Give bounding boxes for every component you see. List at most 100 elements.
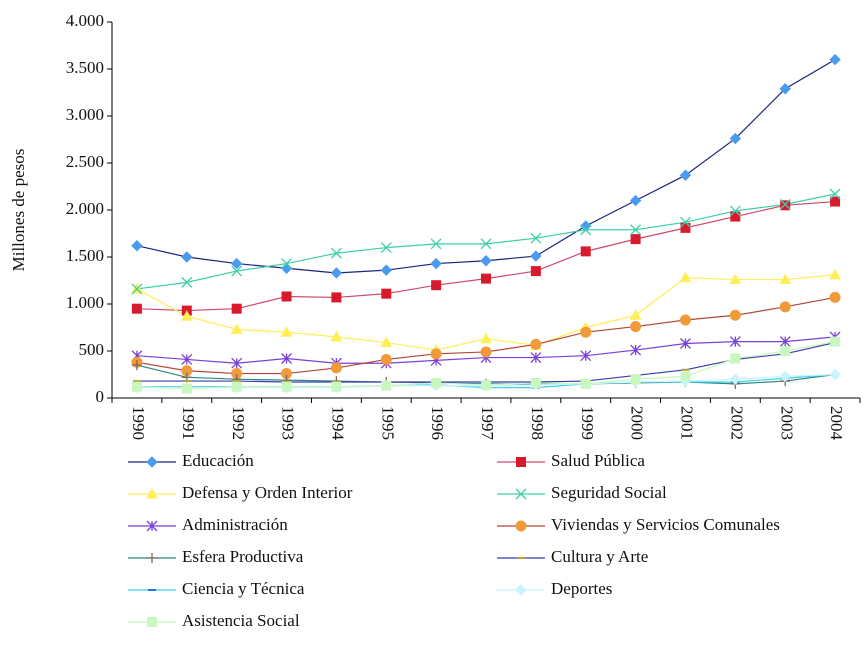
data-point [431,377,442,388]
data-point [481,379,491,390]
data-point [430,348,442,360]
x-tick-label: 2001 [678,406,697,440]
x-tick-label: 1992 [229,406,248,440]
data-point [430,238,442,250]
data-point [780,346,791,356]
data-point [231,381,242,392]
data-point [729,336,741,348]
data-point [630,374,641,385]
data-point [780,200,791,211]
data-point [530,377,541,388]
data-point [181,251,193,263]
data-point [380,336,393,348]
data-point [829,368,841,381]
data-point [231,357,243,369]
legend-label: Administración [182,515,288,534]
data-point [131,283,143,295]
legend-label: Defensa y Orden Interior [182,483,353,502]
data-point [330,330,343,342]
data-point [730,211,741,222]
data-point [629,194,642,207]
legend-marker [515,520,527,532]
legend-label: Deportes [551,579,612,598]
data-point [231,265,243,277]
data-point [380,242,392,254]
data-point [580,326,592,338]
data-point [480,346,492,358]
data-point [729,132,742,145]
legend-marker [515,584,527,596]
x-tick-label: 2003 [777,406,796,440]
data-point [830,336,841,347]
data-point [729,373,742,385]
x-tick-label: 2000 [628,406,647,440]
data-point [230,323,243,334]
data-point [679,314,691,326]
data-point [131,360,142,371]
data-point [530,250,542,262]
data-point [829,53,841,66]
data-point [679,169,692,181]
data-point [829,291,841,303]
legend-label: Asistencia Social [182,611,300,630]
legend-marker [147,553,157,563]
legend-marker [146,520,158,532]
data-point [281,381,292,392]
data-point [729,273,742,285]
data-point [729,309,741,321]
data-point [281,258,292,270]
legend-label: Ciencia y Técnica [182,579,305,598]
data-point [779,336,791,348]
data-point [230,257,243,270]
data-point [480,255,492,267]
y-tick-label: 1.500 [66,246,104,265]
data-point [181,276,193,288]
x-tick-label: 1997 [478,406,497,441]
data-point [280,262,293,274]
data-point [580,350,592,362]
data-point [580,378,591,389]
data-point [480,238,492,250]
x-tick-label: 1994 [328,406,347,441]
data-point [530,266,541,277]
data-point [381,288,392,299]
data-point [330,267,343,279]
data-point [530,338,542,350]
y-tick-label: 500 [79,340,105,359]
data-point [580,224,592,236]
legend-label: Esfera Productiva [182,547,304,566]
data-point [231,303,242,314]
data-point [580,220,592,232]
data-point [630,344,642,356]
data-point [131,381,142,392]
data-point [680,338,691,349]
series-line [136,59,836,274]
data-point [730,353,741,364]
data-point [779,301,791,313]
y-tick-label: 2.000 [66,199,104,218]
x-tick-label: 2004 [827,406,846,441]
data-point [680,371,691,382]
data-point [830,196,841,207]
y-tick-label: 3.500 [66,58,104,77]
x-tick-label: 1995 [378,406,397,440]
data-point [629,309,642,320]
data-point [330,362,342,374]
y-axis-title: Millones de pesos [9,149,28,272]
legend-label: Educación [182,451,254,470]
data-point [680,216,691,228]
data-point [281,291,292,302]
x-tick-label: 2002 [727,406,746,440]
data-point [580,246,591,257]
data-point [330,247,342,259]
legend-label: Salud Pública [551,451,645,470]
data-point [131,240,143,252]
data-point [530,232,542,244]
legend-label: Seguridad Social [551,483,667,502]
x-tick-label: 1999 [578,406,597,440]
data-point [180,310,193,321]
legend-marker [147,617,157,627]
data-point [331,292,342,303]
data-point [181,383,192,394]
